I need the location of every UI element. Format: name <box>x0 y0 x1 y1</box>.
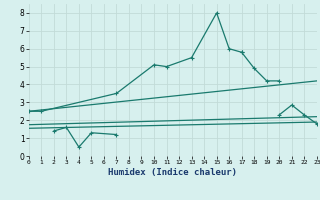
X-axis label: Humidex (Indice chaleur): Humidex (Indice chaleur) <box>108 168 237 177</box>
